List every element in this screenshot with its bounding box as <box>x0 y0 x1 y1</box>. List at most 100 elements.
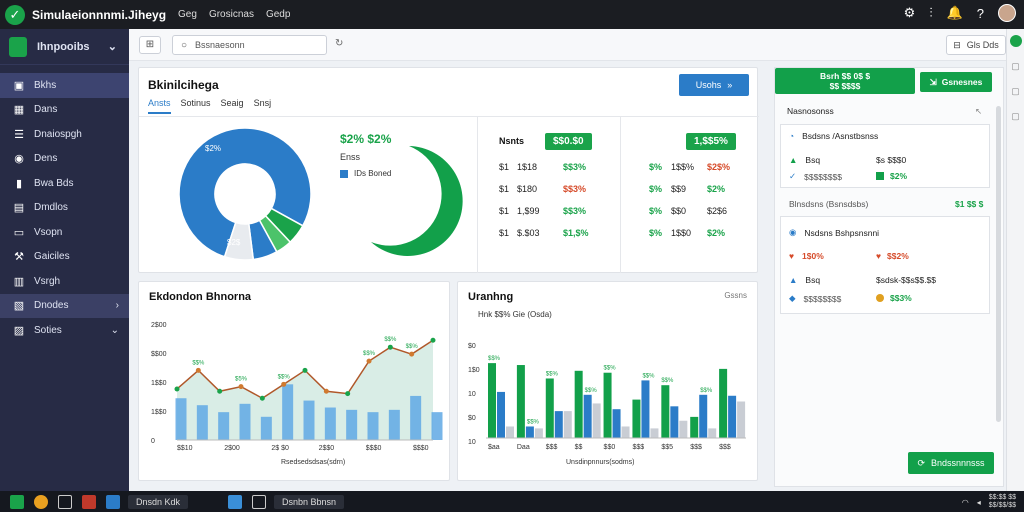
globe-icon: ◉ <box>789 227 797 237</box>
search-input[interactable]: ○ Bssnaesonn <box>172 35 327 55</box>
settings-icon[interactable]: ⚙ <box>903 5 916 20</box>
card1-title-row: ◔ Bsdsns /Asnstbsnss <box>789 131 878 141</box>
floating-action-button[interactable]: ⟳ Bndssnnnsss <box>908 452 994 474</box>
taskbar-app-2[interactable]: Dsnbn Bbnsn <box>274 494 345 509</box>
y-tick-label: 1$$0 <box>151 380 167 387</box>
status-dot-icon[interactable] <box>1009 35 1022 47</box>
sidebar-item-6[interactable]: ▭ Vsopn <box>0 220 129 245</box>
pin-icon[interactable]: ↖ <box>975 106 983 116</box>
bar <box>650 428 659 438</box>
sidebar-item-0[interactable]: ▣ Bkhs <box>0 73 129 98</box>
table-cell: $1 <box>499 184 510 194</box>
help-icon[interactable]: ? <box>976 5 984 21</box>
bar <box>690 416 699 438</box>
workspace-switcher[interactable]: Ihnpooibs ⌄ <box>0 29 129 65</box>
section-title: Nasnosonss <box>787 106 834 116</box>
sidebar-item-1[interactable]: ▦ Dans <box>0 98 129 123</box>
line-point <box>174 386 180 392</box>
green-half-gauge <box>371 146 463 256</box>
sidebar-item-4[interactable]: ▮ Bwa Bds <box>0 171 129 196</box>
sidebar-item-8[interactable]: ▥ Vsrgh <box>0 269 129 294</box>
terminal-icon[interactable] <box>252 494 267 509</box>
avatar[interactable] <box>998 4 1016 22</box>
bar-mark <box>260 416 272 440</box>
sidebar-item-2[interactable]: ☰ Dnaiospgh <box>0 122 129 147</box>
filter-button[interactable]: ⊟ Gls Dds <box>946 35 1006 55</box>
bar <box>506 426 514 438</box>
line-chart-panel: Ekdondon Bhnorna 2$00 $$00 1$$0 1$$0 0 $$% $5%… <box>138 281 450 481</box>
tab-divider <box>139 116 759 117</box>
layers-icon: ▧ <box>13 300 25 313</box>
card2-r3-a: $$$$$$$$ <box>803 293 842 304</box>
wifi-icon[interactable]: ◠ <box>961 497 969 507</box>
menu-item-1[interactable]: Geg <box>178 9 197 20</box>
folder-icon[interactable] <box>228 494 243 509</box>
app-icon-red[interactable] <box>82 494 96 509</box>
tools-icon: ⚒ <box>14 251 24 264</box>
table-row: $1 1$18 $$3% <box>499 156 609 178</box>
card1-r2-b: $2% <box>890 171 908 181</box>
donut-label-bottom: $2$ <box>227 238 241 247</box>
bar <box>563 411 572 438</box>
strip-icon-1[interactable]: ▢ <box>1011 61 1020 71</box>
tab-1[interactable]: Sotinus <box>180 98 211 108</box>
card1-title: Bsdsns /Asnstbsnss <box>802 131 879 141</box>
sidebar-item-5[interactable]: ▤ Dmdlos <box>0 196 129 221</box>
window-icon[interactable] <box>58 494 72 509</box>
chart-icon[interactable]: ⫶ <box>929 5 933 20</box>
right-secondary-button[interactable]: ⇲ Gsnesnes <box>920 72 992 92</box>
tab-2[interactable]: Seaig <box>220 98 244 108</box>
bar-mark <box>303 400 315 440</box>
bar-chart: $01$010$010$aa Daa $$$ $$ $$0 $$$ $$5 $$$ $$$$$%… <box>468 343 746 466</box>
table-cell: $% <box>649 206 663 216</box>
bar-chart-filter[interactable]: Gssns <box>724 291 747 300</box>
start-icon[interactable] <box>10 494 24 509</box>
table-cell: $1 <box>499 162 510 172</box>
table-cell: 1$18 <box>517 162 538 172</box>
table-cell: $$0 <box>671 206 687 216</box>
bar-mark <box>175 398 187 440</box>
chevron-down-icon[interactable]: ⌄ <box>107 41 117 53</box>
point-label: $5% <box>235 377 248 383</box>
line-point <box>430 337 436 343</box>
strip-icon-3[interactable]: ▢ <box>1011 111 1020 121</box>
table-icon: ▥ <box>13 275 25 288</box>
sidebar-item-9[interactable]: ▧ Dnodes › <box>0 293 129 318</box>
right-primary-button[interactable]: Bsrh $$ 0$ $ $$ $$$$ <box>775 68 915 94</box>
table-row: $% $$0 $2$6 <box>649 200 749 222</box>
table-a-body: $1 1$18 $$3% $1 $180 $$3% $1 1,$99 $$3% $1 $.$03 $1… <box>499 156 609 244</box>
layout-toggle-button[interactable]: ⊞ <box>139 36 161 54</box>
folder-icon: ▭ <box>13 226 25 239</box>
menu-item-2[interactable]: Grosicnas <box>208 9 254 20</box>
clock[interactable]: $$:$$ $$ $$/$$/$$ <box>988 494 1016 509</box>
table-b-pill[interactable]: 1,$$5% <box>686 132 736 150</box>
primary-action-label: Usohs <box>695 80 722 90</box>
section2-value: $1 $$ $ <box>955 199 984 209</box>
taskbar-app-1[interactable]: Dnsdn Kdk <box>128 494 189 509</box>
refresh-icon[interactable]: ↻ <box>335 38 344 49</box>
sidebar-item-3[interactable]: ◉ Dens <box>0 147 129 172</box>
x-tick-label: $$$ <box>546 444 558 451</box>
x-tick-label: $$$ <box>719 444 731 451</box>
volume-icon[interactable]: ◂ <box>976 497 981 507</box>
card1-row-1: ▲ Bsq <box>789 155 820 165</box>
bar-label: $$% <box>527 419 540 425</box>
right-panel-scrollbar[interactable] <box>996 106 1001 422</box>
point-label: $$% <box>363 351 376 357</box>
tab-3[interactable]: Snsj <box>253 98 272 108</box>
notification-icon[interactable]: 🔔 <box>946 5 963 20</box>
card2-r2-b: $sdsk-$$s$$.$$ <box>876 275 937 285</box>
primary-action-button[interactable]: Usohs » <box>679 74 749 96</box>
sidebar-item-10[interactable]: ▨ Soties ⌄ <box>0 318 129 343</box>
app-icon-blue[interactable] <box>106 494 120 509</box>
sidebar-item-7[interactable]: ⚒ Gaiciles <box>0 245 129 270</box>
strip-icon-2[interactable]: ▢ <box>1011 86 1020 96</box>
menu-item-3[interactable]: Gedp <box>265 9 291 20</box>
search-icon: ○ <box>181 39 188 51</box>
point-label: $$% <box>406 344 419 350</box>
table-a-pill[interactable]: $$0.$0 <box>545 132 592 150</box>
tab-0[interactable]: Ansts <box>148 98 171 114</box>
bar-label: $$% <box>488 356 501 362</box>
browser-icon[interactable] <box>34 494 48 509</box>
line-point <box>387 344 393 350</box>
